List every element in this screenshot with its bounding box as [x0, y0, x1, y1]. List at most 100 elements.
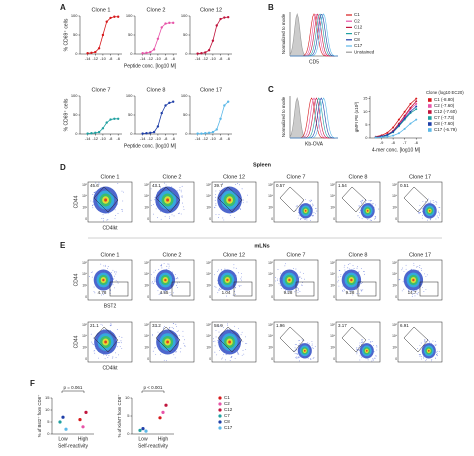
- event-dot: [409, 291, 411, 292]
- point: [207, 49, 211, 52]
- event-dot: [247, 194, 248, 196]
- event-dot: [423, 291, 425, 292]
- x-tick-label: -6: [116, 136, 120, 141]
- event-dot: [160, 353, 162, 355]
- legend-label: C12: [354, 25, 363, 30]
- x-tick-label: -8: [164, 56, 168, 61]
- event-dot: [212, 341, 214, 342]
- event-dot: [294, 344, 296, 345]
- event-dot: [176, 330, 178, 332]
- point: [386, 135, 389, 138]
- event-dot: [158, 294, 160, 296]
- point: [409, 106, 412, 109]
- point: [171, 21, 175, 25]
- density: [104, 340, 107, 344]
- event-dot: [361, 357, 363, 359]
- event-dot: [301, 338, 303, 340]
- curve: [375, 100, 417, 138]
- event-dot: [217, 292, 219, 294]
- flow-tick-label: 10³: [206, 346, 211, 350]
- point: [152, 130, 156, 134]
- event-dot: [421, 217, 423, 219]
- event-dot: [235, 293, 236, 295]
- event-dot: [295, 344, 297, 345]
- gate-value: 1.04: [222, 290, 231, 295]
- event-dot: [93, 286, 95, 288]
- point: [386, 133, 389, 136]
- density: [412, 278, 415, 282]
- point: [392, 126, 395, 129]
- flow-tick-label: 0: [85, 357, 87, 361]
- gate-value: 9.28: [284, 290, 293, 295]
- event-dot: [155, 354, 157, 355]
- x-axis-label: CD4lkt: [102, 225, 118, 231]
- event-dot: [160, 218, 162, 220]
- event-dot: [183, 342, 185, 344]
- point: [223, 16, 226, 19]
- event-dot: [181, 185, 183, 187]
- event-dot: [150, 199, 152, 201]
- point: [84, 410, 88, 414]
- event-dot: [296, 356, 297, 358]
- event-dot: [175, 323, 177, 325]
- event-dot: [439, 212, 441, 214]
- event-dot: [337, 276, 339, 278]
- flow-tick-label: 10⁵: [206, 323, 212, 327]
- point: [145, 132, 148, 135]
- legend-label: C17: [354, 43, 363, 48]
- y-tick-label: 0: [75, 131, 78, 136]
- event-dot: [151, 205, 152, 206]
- event-dot: [356, 267, 358, 269]
- event-dot: [107, 266, 109, 267]
- y-axis-label: % CD69⁺ cells: [63, 98, 69, 131]
- plot-title: Clone 7: [92, 87, 111, 93]
- event-dot: [164, 292, 166, 294]
- point: [138, 428, 142, 432]
- event-dot: [180, 351, 181, 353]
- point: [164, 104, 167, 107]
- event-dot: [177, 287, 178, 289]
- event-dot: [231, 356, 233, 358]
- event-dot: [340, 275, 342, 277]
- event-dot: [113, 279, 114, 280]
- event-dot: [245, 336, 246, 338]
- event-dot: [374, 218, 376, 219]
- event-dot: [279, 285, 281, 286]
- flow-tick-label: 10³: [144, 284, 149, 288]
- event-dot: [299, 271, 301, 273]
- event-dot: [296, 357, 297, 359]
- point: [149, 131, 152, 135]
- event-dot: [214, 199, 216, 201]
- event-dot: [341, 290, 343, 291]
- flow-tick-label: 10⁴: [392, 334, 398, 338]
- plot-title: Clone 12: [223, 252, 245, 258]
- x-tick-label: -6: [171, 136, 175, 141]
- event-dot: [169, 292, 171, 294]
- gate-value: 33.2: [152, 323, 161, 328]
- event-dot: [110, 323, 112, 325]
- event-dot: [104, 264, 106, 266]
- point: [168, 101, 171, 105]
- event-dot: [246, 201, 248, 203]
- x-tick-label: -12: [147, 56, 154, 61]
- event-dot: [307, 342, 309, 344]
- flow-tick-label: 10³: [206, 284, 211, 288]
- event-dot: [416, 290, 418, 292]
- x-tick-label: -14: [85, 136, 92, 141]
- flow-tick-label: 10⁵: [82, 261, 88, 265]
- point: [144, 429, 148, 433]
- event-dot: [121, 336, 123, 338]
- event-dot: [374, 215, 376, 217]
- event-dot: [423, 356, 424, 358]
- event-dot: [219, 288, 221, 289]
- event-dot: [297, 292, 299, 294]
- event-dot: [112, 269, 114, 271]
- event-dot: [103, 220, 104, 222]
- event-dot: [164, 326, 165, 327]
- event-dot: [104, 266, 106, 267]
- event-dot: [177, 330, 179, 332]
- y-tick-label: 50: [73, 112, 78, 117]
- event-dot: [439, 207, 441, 208]
- flow-tick-label: 10⁴: [144, 194, 150, 198]
- y-tick-label: 100: [126, 93, 133, 98]
